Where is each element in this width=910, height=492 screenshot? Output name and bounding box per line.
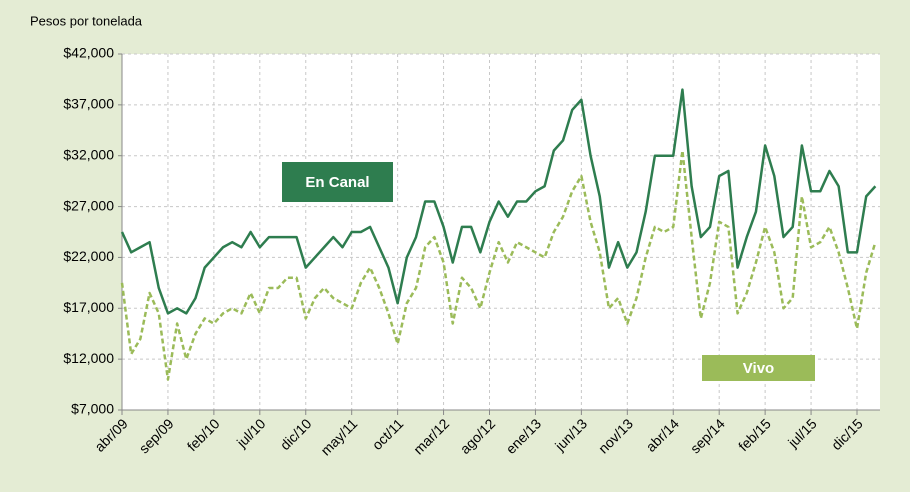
y-tick-label: $37,000	[63, 96, 114, 112]
y-tick-label: $7,000	[71, 401, 114, 417]
legend-label: En Canal	[305, 174, 369, 191]
y-axis-label: Pesos por tonelada	[30, 13, 143, 28]
y-tick-label: $22,000	[63, 248, 114, 264]
y-tick-label: $32,000	[63, 146, 114, 162]
plot-area	[122, 54, 880, 410]
legend-label: Vivo	[743, 360, 774, 377]
legend-box	[702, 355, 815, 381]
y-tick-label: $12,000	[63, 350, 114, 366]
legend-box	[282, 162, 393, 202]
series-line	[120, 88, 877, 315]
y-tick-label: $27,000	[63, 197, 114, 213]
y-tick-label: $42,000	[63, 45, 114, 61]
y-tick-label: $17,000	[63, 299, 114, 315]
series-line	[120, 149, 877, 381]
